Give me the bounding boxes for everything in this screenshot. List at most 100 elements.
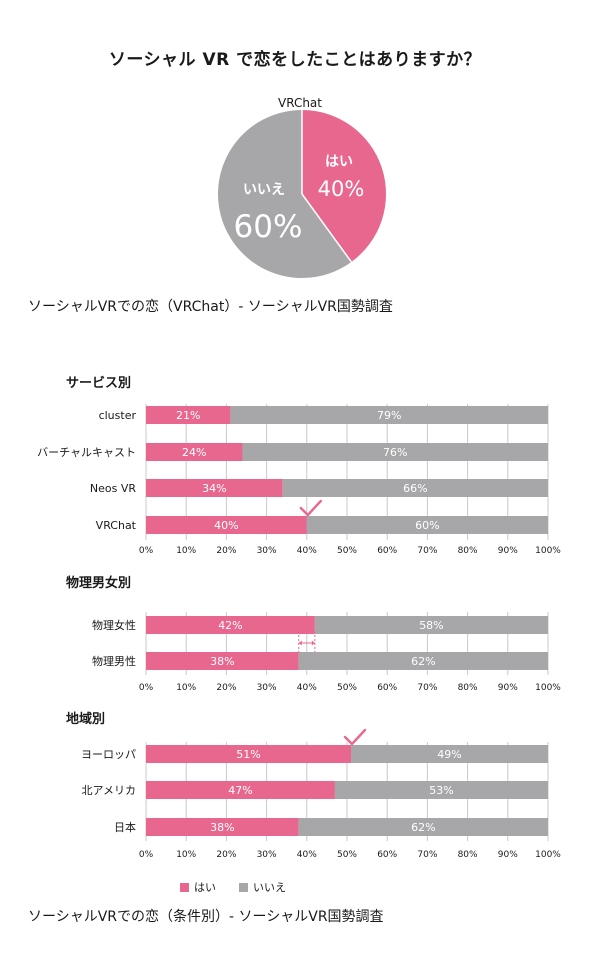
x-tick-label: 60% [377, 850, 397, 860]
x-tick-label: 20% [216, 683, 236, 693]
bar-yes [146, 479, 283, 497]
x-tick-label: 10% [176, 683, 196, 693]
x-tick-label: 40% [297, 546, 317, 556]
bar-no [230, 406, 549, 424]
bar-no-value: 60% [415, 519, 439, 532]
bar-no-value: 66% [403, 482, 427, 495]
x-tick-label: 0% [139, 850, 154, 860]
x-tick-label: 40% [297, 850, 317, 860]
bar-yes-value: 47% [228, 784, 252, 797]
x-tick-label: 50% [337, 546, 357, 556]
x-tick-label: 80% [458, 850, 478, 860]
bar-no-value: 62% [411, 821, 435, 834]
category-label: 日本 [114, 820, 136, 834]
x-tick-label: 20% [216, 850, 236, 860]
group-title: サービス別 [66, 375, 131, 391]
x-tick-label: 50% [337, 683, 357, 693]
bottom-caption: ソーシャルVRでの恋（条件別）- ソーシャルVR国勢調査 [28, 909, 384, 925]
x-tick-label: 10% [176, 546, 196, 556]
checkmark-icon [343, 728, 367, 746]
x-tick-label: 80% [458, 683, 478, 693]
bar-no-value: 53% [429, 784, 453, 797]
pie-chart: VRChat はい 40% いいえ 60% [217, 96, 386, 278]
bar-no [298, 818, 548, 836]
bar-yes-value: 38% [210, 655, 234, 668]
x-tick-label: 100% [535, 546, 561, 556]
legend-swatch-no [239, 883, 248, 892]
checkmark-icon [299, 499, 322, 517]
bar-no [334, 781, 548, 799]
bar-yes [146, 616, 315, 634]
pie-no-pct: 60% [234, 209, 303, 245]
bar-no-value: 49% [437, 748, 461, 761]
legend-label-yes: はい [194, 881, 216, 894]
category-label: ヨーロッパ [81, 748, 136, 761]
bar-yes [146, 443, 243, 461]
pie-caption: ソーシャルVRでの恋（VRChat）- ソーシャルVR国勢調査 [28, 299, 393, 315]
x-tick-label: 80% [458, 546, 478, 556]
x-tick-label: 100% [535, 850, 561, 860]
x-tick-label: 50% [337, 850, 357, 860]
pie-yes-label: はい [325, 154, 353, 170]
x-tick-label: 100% [535, 683, 561, 693]
bar-no-value: 79% [377, 409, 401, 422]
bar-yes [146, 406, 231, 424]
page-title: ソーシャル VR で恋をしたことはありますか？ [108, 50, 482, 70]
x-tick-label: 30% [257, 546, 277, 556]
bar-yes-value: 21% [176, 409, 200, 422]
bar-yes [146, 781, 335, 799]
x-tick-label: 40% [297, 683, 317, 693]
bar-no [351, 745, 548, 763]
pie-yes-pct: 40% [318, 177, 365, 201]
x-tick-label: 0% [139, 683, 154, 693]
category-label: cluster [99, 409, 137, 422]
x-tick-label: 70% [417, 683, 437, 693]
bar-no-value: 58% [419, 619, 443, 632]
pie-slice-yes [302, 110, 386, 262]
category-label: Neos VR [90, 482, 136, 495]
bar-yes-value: 42% [218, 619, 242, 632]
bar-no [306, 516, 548, 534]
x-tick-label: 90% [498, 683, 518, 693]
x-tick-label: 60% [377, 683, 397, 693]
pie-no-label: いいえ [243, 182, 285, 198]
x-tick-label: 20% [216, 546, 236, 556]
category-label: 物理女性 [92, 618, 136, 632]
bar-no [314, 616, 548, 634]
bar-yes [146, 652, 299, 670]
bar-yes-value: 24% [182, 446, 206, 459]
group-title: 地域別 [66, 711, 105, 727]
x-tick-label: 90% [498, 850, 518, 860]
pie-slice-no [217, 110, 352, 278]
x-tick-label: 70% [417, 850, 437, 860]
x-tick-label: 60% [377, 546, 397, 556]
x-tick-label: 0% [139, 546, 154, 556]
bar-no-value: 62% [411, 655, 435, 668]
x-tick-label: 70% [417, 546, 437, 556]
group-title: 物理男女別 [66, 575, 131, 591]
bar-yes-value: 34% [202, 482, 226, 495]
x-tick-label: 30% [257, 683, 277, 693]
category-label: 北アメリカ [82, 784, 136, 797]
bar-yes-value: 38% [210, 821, 234, 834]
bar-yes [146, 516, 307, 534]
legend-label-no: いいえ [253, 881, 286, 894]
bar-yes-value: 40% [214, 519, 238, 532]
bar-yes [146, 818, 299, 836]
pie-divider [301, 193, 352, 263]
bar-no [242, 443, 549, 461]
bar-no-value: 76% [383, 446, 407, 459]
category-label: VRChat [96, 519, 137, 532]
category-label: 物理男性 [92, 654, 136, 668]
x-tick-label: 30% [257, 850, 277, 860]
bar-no [282, 479, 548, 497]
category-label: バーチャルキャスト [37, 446, 136, 459]
pie-label: VRChat [278, 96, 322, 110]
legend-swatch-yes [180, 883, 189, 892]
x-tick-label: 90% [498, 546, 518, 556]
bar-yes-value: 51% [236, 748, 260, 761]
bar-no [298, 652, 548, 670]
x-tick-label: 10% [176, 850, 196, 860]
